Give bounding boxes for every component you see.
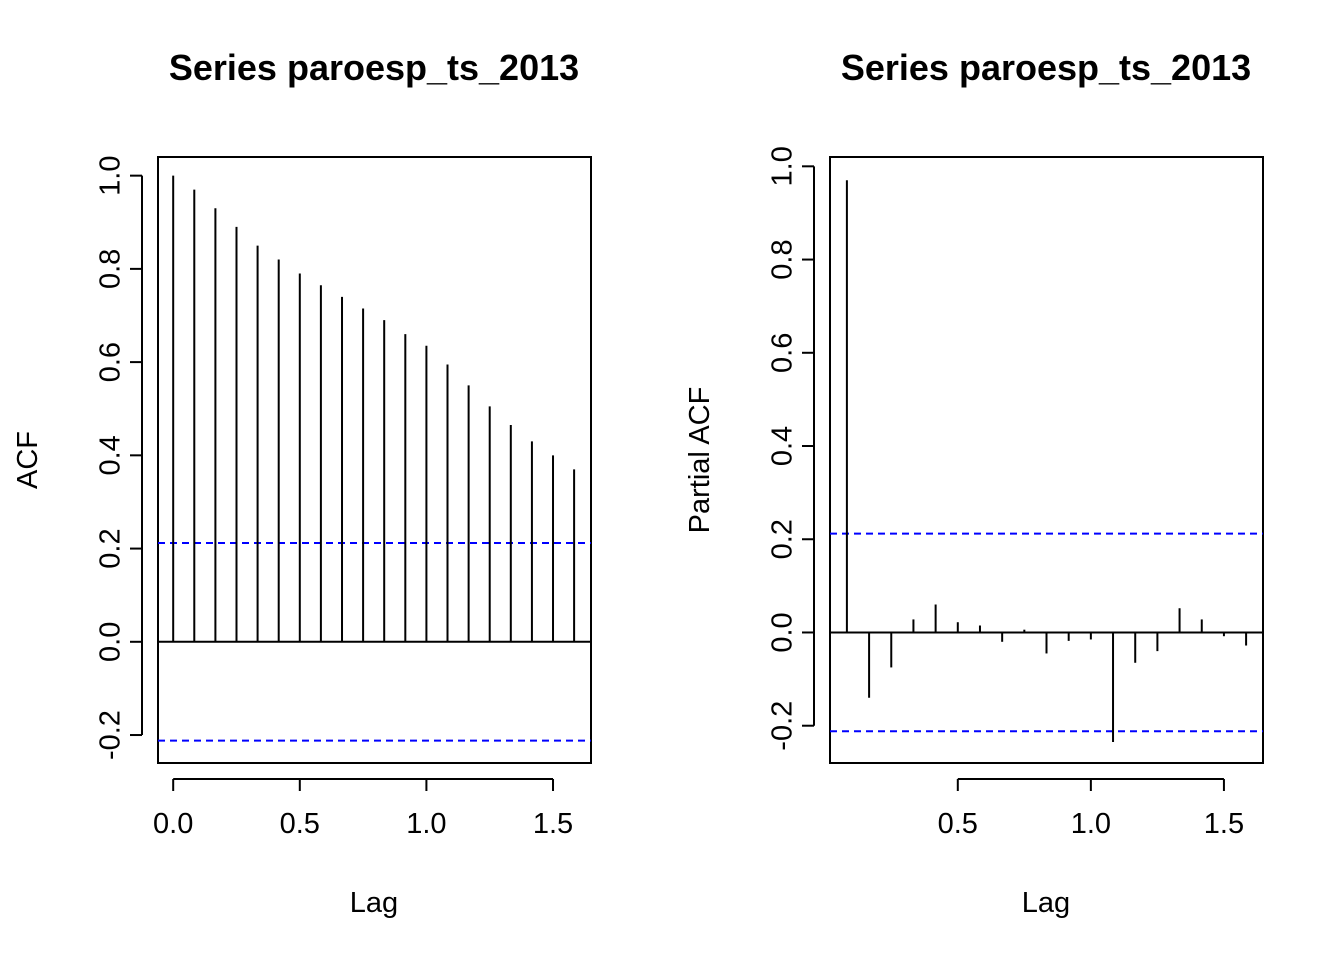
pacf-x-tick-label: 0.5 <box>938 808 978 840</box>
pacf-x-tick-label: 1.5 <box>1204 808 1244 840</box>
acf-y-tick-label: 1.0 <box>95 155 127 195</box>
pacf-y-tick-label: 0.0 <box>767 612 799 652</box>
acf-y-tick-label: 0.4 <box>95 435 127 475</box>
pacf-title: Series paroesp_ts_2013 <box>841 47 1251 88</box>
pacf-panel: Series paroesp_ts_2013 Lag Partial ACF 0… <box>684 47 1264 919</box>
acf-y-tick-label: 0.0 <box>95 622 127 662</box>
acf-x-axis: 0.0 0.5 1.0 1.5 <box>153 778 573 840</box>
acf-x-tick-label: 0.0 <box>153 808 193 840</box>
acf-y-tick-label: 0.8 <box>95 249 127 289</box>
acf-title: Series paroesp_ts_2013 <box>169 47 579 88</box>
pacf-y-axis: -0.2 0.0 0.2 0.4 0.6 0.8 1.0 <box>767 146 815 751</box>
pacf-x-axis-label: Lag <box>1022 887 1070 919</box>
pacf-marks <box>830 180 1263 743</box>
acf-y-axis: -0.2 0.0 0.2 0.4 0.6 0.8 1.0 <box>95 155 143 760</box>
acf-y-axis-label: ACF <box>12 431 44 489</box>
pacf-y-tick-label: 0.4 <box>767 426 799 466</box>
acf-y-tick-label: 0.2 <box>95 528 127 568</box>
pacf-x-tick-label: 1.0 <box>1071 808 1111 840</box>
pacf-y-axis-label: Partial ACF <box>684 387 716 534</box>
pacf-y-tick-label: 1.0 <box>767 146 799 186</box>
acf-x-tick-label: 1.0 <box>406 808 446 840</box>
acf-y-tick-label: -0.2 <box>95 710 127 760</box>
pacf-plot-frame <box>829 156 1264 764</box>
acf-y-tick-label: 0.6 <box>95 342 127 382</box>
acf-panel: Series paroesp_ts_2013 Lag ACF 0.0 0.5 1.0… <box>12 47 592 919</box>
pacf-y-tick-label: 0.2 <box>767 519 799 559</box>
pacf-y-tick-label: 0.8 <box>767 239 799 279</box>
acf-x-tick-label: 0.5 <box>280 808 320 840</box>
acf-plot-frame <box>157 156 592 764</box>
pacf-y-tick-label: -0.2 <box>767 701 799 751</box>
acf-x-axis-label: Lag <box>350 887 398 919</box>
pacf-x-axis: 0.5 1.0 1.5 <box>938 778 1244 840</box>
acf-x-tick-label: 1.5 <box>533 808 573 840</box>
acf-marks <box>158 175 591 742</box>
pacf-y-tick-label: 0.6 <box>767 333 799 373</box>
